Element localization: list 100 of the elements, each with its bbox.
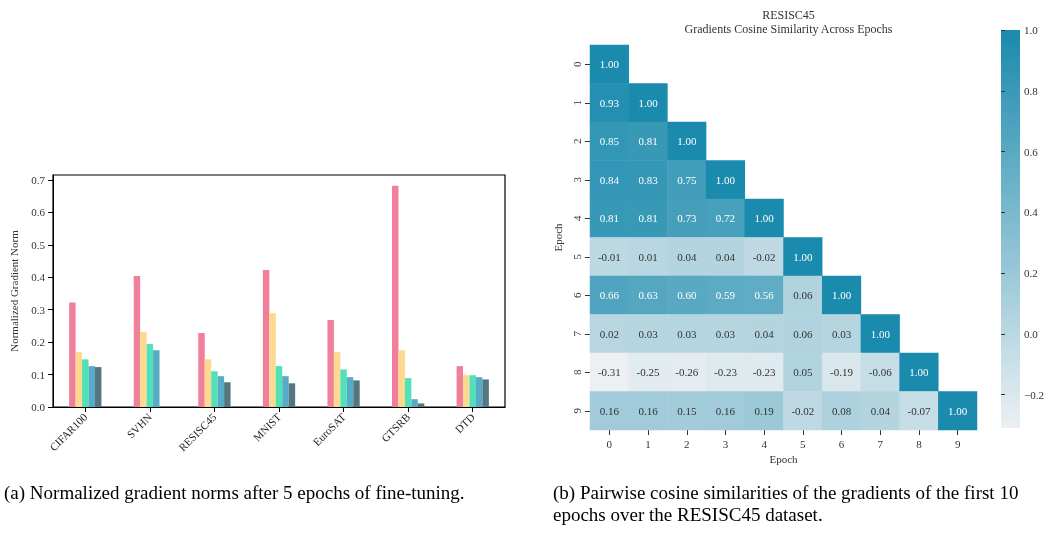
data-label: -0.02 bbox=[791, 404, 815, 417]
data-label: 0.15 bbox=[677, 404, 697, 417]
data-label: -0.02 bbox=[752, 250, 776, 263]
y-tick-label: 0.1 bbox=[31, 368, 45, 381]
data-label: 0.02 bbox=[599, 327, 619, 340]
bar bbox=[340, 369, 347, 407]
data-label: 0.93 bbox=[599, 96, 620, 109]
data-label: 0.03 bbox=[715, 327, 736, 340]
bar bbox=[140, 332, 147, 407]
data-label: 0.06 bbox=[793, 289, 813, 302]
bar bbox=[404, 378, 412, 407]
data-label: 1.00 bbox=[831, 289, 852, 302]
bar bbox=[469, 375, 476, 407]
y-tick-label: 7 bbox=[570, 330, 583, 337]
y-tick-label: 0.3 bbox=[31, 303, 46, 316]
x-axis-title: Epoch bbox=[769, 453, 799, 466]
bar bbox=[211, 371, 218, 407]
y-tick-label: 0.0 bbox=[31, 401, 46, 413]
chart-title: RESISC45 bbox=[762, 8, 815, 22]
data-label: 0.05 bbox=[793, 366, 813, 379]
bar bbox=[392, 185, 399, 407]
data-label: 1.00 bbox=[677, 135, 697, 148]
y-tick-label: 5 bbox=[570, 253, 583, 260]
data-label: 0.16 bbox=[638, 404, 659, 417]
y-tick-label: 0.2 bbox=[31, 336, 45, 349]
text: (b) Pairwise cosine similarities of the gradients of the first 10 epochs over the RESISC45 dataset. bbox=[553, 482, 1020, 526]
data-label: 0.03 bbox=[638, 327, 659, 340]
data-label: -0.07 bbox=[907, 404, 931, 417]
y-axis-title: Epoch bbox=[551, 222, 564, 252]
y-tick-label: 3 bbox=[570, 176, 583, 183]
bar bbox=[398, 350, 405, 407]
data-label: 0.19 bbox=[754, 404, 775, 417]
data-label: 0.81 bbox=[638, 212, 658, 225]
color-bar-label: −0.2 bbox=[1024, 388, 1044, 401]
data-label: -0.25 bbox=[636, 366, 660, 379]
data-label: -0.01 bbox=[597, 250, 621, 263]
data-label: 0.83 bbox=[638, 173, 659, 186]
data-label: 0.59 bbox=[715, 289, 736, 302]
y-tick-label: 8 bbox=[570, 369, 583, 375]
bar bbox=[204, 359, 212, 407]
data-label: 0.75 bbox=[677, 173, 697, 186]
data-label: 0.81 bbox=[638, 135, 658, 148]
data-label: -0.31 bbox=[597, 366, 621, 379]
data-label: 0.85 bbox=[599, 135, 620, 148]
bar bbox=[275, 366, 283, 407]
data-label: -0.23 bbox=[752, 366, 777, 379]
data-label: 1.00 bbox=[793, 250, 813, 263]
x-tick-label: 7 bbox=[877, 437, 884, 450]
data-label: 1.00 bbox=[715, 173, 736, 186]
bar bbox=[411, 399, 418, 407]
color-bar-label: 0.4 bbox=[1024, 206, 1039, 219]
x-tick-label: 3 bbox=[722, 437, 729, 450]
bar bbox=[94, 367, 102, 407]
y-tick-label: 0.6 bbox=[31, 206, 46, 219]
y-axis-title: Normalized Gradient Norm bbox=[7, 229, 20, 352]
bar bbox=[69, 302, 76, 407]
bar bbox=[475, 377, 483, 407]
bar bbox=[198, 333, 205, 407]
data-label: 0.63 bbox=[638, 289, 659, 302]
data-label: 0.16 bbox=[715, 404, 736, 417]
bar bbox=[346, 377, 354, 407]
y-tick-label: 2 bbox=[570, 138, 583, 144]
data-label: -0.23 bbox=[713, 366, 738, 379]
bar bbox=[133, 275, 141, 407]
bar bbox=[353, 380, 360, 407]
bar bbox=[262, 270, 270, 407]
x-tick-label: 9 bbox=[954, 437, 961, 450]
data-label: 1.00 bbox=[599, 58, 620, 71]
x-tick-label: 2 bbox=[684, 437, 690, 450]
bar bbox=[75, 352, 83, 407]
bar bbox=[288, 383, 296, 407]
bar bbox=[417, 403, 425, 407]
x-tick-label: 6 bbox=[838, 437, 845, 450]
data-label: 1.00 bbox=[638, 96, 659, 109]
bar bbox=[456, 366, 464, 407]
data-label: 0.81 bbox=[599, 212, 619, 225]
data-label: 0.04 bbox=[715, 250, 736, 263]
x-tick-label: 0 bbox=[606, 437, 613, 450]
data-label: -0.19 bbox=[830, 366, 854, 379]
color-bar-label: 0.8 bbox=[1024, 84, 1039, 97]
data-label: 0.60 bbox=[677, 289, 697, 302]
data-label: 0.66 bbox=[599, 289, 620, 302]
bar bbox=[463, 375, 470, 407]
bar bbox=[153, 350, 160, 407]
x-tick-label: 5 bbox=[800, 437, 807, 450]
bar bbox=[482, 379, 489, 407]
color-bar-label: 0.2 bbox=[1024, 267, 1038, 280]
y-tick-label: 0.4 bbox=[31, 271, 46, 284]
bar bbox=[327, 320, 334, 407]
data-label: 0.03 bbox=[677, 327, 697, 340]
y-tick-label: 0 bbox=[570, 61, 583, 67]
data-label: 0.03 bbox=[831, 327, 852, 340]
x-tick-label: 4 bbox=[761, 437, 768, 450]
data-label: 0.72 bbox=[715, 212, 736, 225]
data-label: 0.06 bbox=[793, 327, 813, 340]
color-bar-label: 0.6 bbox=[1024, 145, 1039, 158]
chart-subtitle: Gradients Cosine Similarity Across Epochs bbox=[684, 22, 893, 36]
data-label: -0.26 bbox=[675, 366, 699, 379]
data-label: 0.56 bbox=[754, 289, 775, 302]
color-bar-label: 1.0 bbox=[1024, 24, 1039, 36]
